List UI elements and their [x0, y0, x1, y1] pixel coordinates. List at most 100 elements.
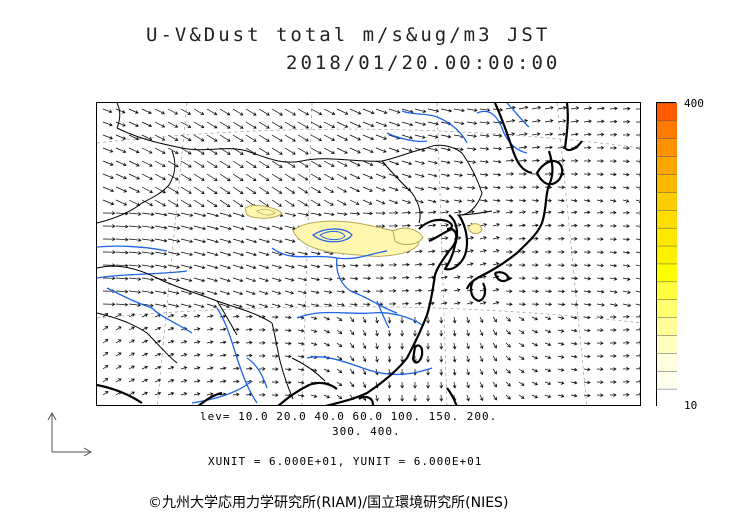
- wind-vector: [297, 290, 307, 295]
- wind-vector: [258, 186, 270, 194]
- wind-vector: [102, 108, 113, 114]
- wind-vector: [440, 210, 450, 214]
- wind-vector: [115, 263, 129, 268]
- wind-vector: [284, 354, 292, 359]
- wind-vector: [284, 328, 292, 333]
- wind-vector: [180, 353, 188, 357]
- wind-vector: [583, 328, 591, 333]
- wind-vector: [570, 393, 578, 398]
- wind-vector: [518, 145, 528, 150]
- wind-vector: [466, 147, 477, 151]
- wind-vector: [388, 160, 400, 166]
- wind-vector: [518, 342, 525, 347]
- wind-vector: [635, 251, 640, 255]
- wind-vector: [544, 368, 552, 372]
- wind-vector: [193, 353, 201, 357]
- wind-vector: [609, 106, 618, 111]
- wind-vector: [544, 263, 552, 267]
- wind-vector: [193, 392, 201, 396]
- wind-vector: [453, 186, 463, 190]
- wind-vector: [479, 262, 487, 266]
- wind-vector: [570, 223, 578, 228]
- wind-vector: [610, 393, 617, 397]
- wind-vector: [453, 199, 463, 203]
- wind-vector: [453, 301, 461, 305]
- wind-vector: [167, 212, 181, 217]
- wind-vector: [323, 160, 335, 167]
- wind-vector: [128, 277, 142, 281]
- wind-vector: [400, 329, 405, 337]
- wind-vector: [544, 355, 552, 359]
- wind-vector: [284, 290, 295, 295]
- wind-vector: [596, 185, 604, 190]
- wind-vector: [128, 238, 142, 242]
- wind-vector: [323, 121, 336, 128]
- wind-vector: [557, 394, 565, 398]
- wind-vector: [297, 303, 307, 308]
- wind-vector: [505, 105, 516, 110]
- wind-vector: [154, 134, 166, 141]
- wind-vector: [440, 186, 450, 191]
- wind-vector: [440, 147, 451, 152]
- wind-vector: [362, 134, 375, 141]
- wind-vector: [492, 159, 502, 164]
- colorbar-swatch: [657, 317, 677, 336]
- wind-vector: [128, 199, 141, 206]
- wind-vector: [232, 264, 244, 270]
- wind-vector: [115, 147, 127, 153]
- wind-vector: [141, 173, 153, 180]
- wind-vector: [297, 264, 308, 269]
- wind-vector: [387, 394, 392, 402]
- chart-title: U-V&Dust total m/s&ug/m3 JST: [146, 24, 551, 46]
- wind-vector: [310, 212, 322, 217]
- wind-vector: [466, 249, 474, 253]
- wind-vector: [115, 134, 127, 140]
- wind-vector: [284, 212, 297, 217]
- wind-vector: [154, 160, 166, 167]
- wind-vector: [635, 107, 640, 110]
- wind-vector: [531, 145, 541, 150]
- wind-vector: [362, 329, 367, 337]
- wind-vector: [596, 302, 605, 307]
- wind-vector: [596, 132, 605, 137]
- wind-vector: [492, 355, 498, 362]
- wind-vector: [245, 251, 257, 257]
- wind-vector: [115, 173, 127, 180]
- wind-vector: [193, 366, 201, 370]
- wind-vector: [609, 237, 617, 242]
- wind-vector: [258, 277, 269, 282]
- wind-vector: [635, 366, 640, 371]
- wind-vector: [466, 368, 470, 376]
- wind-vector: [583, 145, 592, 150]
- wind-vector: [466, 342, 470, 350]
- wind-vector: [258, 290, 269, 295]
- wind-vector: [570, 158, 579, 163]
- wind-vector: [505, 342, 511, 348]
- wind-vector: [245, 108, 257, 116]
- wind-vector: [570, 132, 579, 137]
- wind-vector: [479, 329, 484, 337]
- wind-vector: [401, 210, 412, 215]
- wind-vector: [323, 134, 335, 141]
- wind-vector: [440, 223, 449, 227]
- wind-vector: [622, 224, 630, 228]
- wind-vector: [323, 264, 334, 269]
- wind-vector: [622, 199, 630, 203]
- wind-vector: [505, 198, 514, 203]
- wind-vector: [492, 236, 500, 240]
- wind-vector: [479, 394, 484, 402]
- wind-vector: [167, 238, 181, 243]
- wind-vector: [232, 366, 240, 371]
- wind-vector: [518, 368, 525, 373]
- wind-vector: [193, 303, 205, 309]
- wind-vector: [439, 368, 444, 376]
- wind-vector: [154, 326, 162, 331]
- wind-vector: [635, 327, 640, 332]
- wind-vector: [531, 342, 539, 347]
- wind-vector: [297, 160, 309, 168]
- colorbar-swatch: [657, 138, 677, 158]
- wind-vector: [401, 275, 410, 280]
- wind-vector: [245, 134, 257, 142]
- wind-vector: [180, 238, 194, 244]
- wind-vector: [245, 173, 257, 181]
